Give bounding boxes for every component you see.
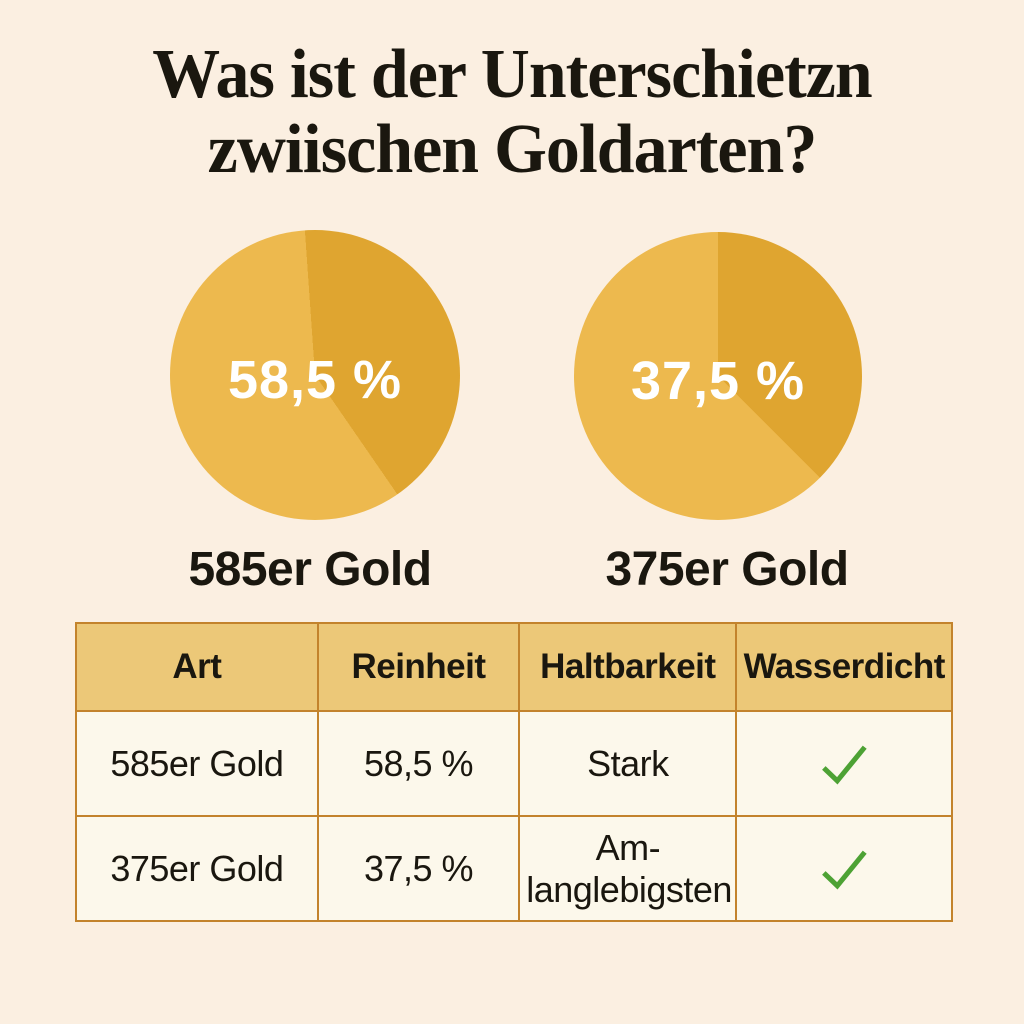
cell-haltbarkeit-585: Stark	[518, 710, 738, 817]
column-header-art: Art	[75, 622, 319, 712]
gold-comparison-table: Art Reinheit Haltbarkeit Wasserdicht 585…	[75, 622, 953, 922]
table-header-row: Art Reinheit Haltbarkeit Wasserdicht	[75, 622, 953, 712]
cell-art-585: 585er Gold	[75, 710, 319, 817]
pie-chart-585er-gold: 58,5 %	[170, 230, 460, 520]
cell-reinheit-375: 37,5 %	[316, 815, 521, 922]
cell-wasserdicht-585	[735, 710, 953, 817]
table-row-585er-gold: 585er Gold 58,5 % Stark	[75, 710, 953, 817]
cell-reinheit-585: 58,5 %	[316, 710, 521, 817]
table-row-375er-gold: 375er Gold 37,5 % Am- langlebigsten	[75, 815, 953, 922]
column-header-haltbarkeit: Haltbarkeit	[518, 622, 738, 712]
page-title: Was ist der Unterschietzn zwiischen Gold…	[0, 36, 1024, 188]
checkmark-icon	[822, 850, 867, 890]
column-header-reinheit: Reinheit	[316, 622, 521, 712]
column-header-wasserdicht: Wasserdicht	[735, 622, 953, 712]
page-title-line-1: Was ist der Unterschietzn	[152, 36, 872, 113]
cell-haltbarkeit-375: Am- langlebigsten	[518, 815, 738, 922]
checkmark-icon	[822, 745, 867, 785]
pie-375-percentage-label: 37,5 %	[630, 351, 806, 411]
pie-585-percentage-label: 58,5 %	[227, 350, 403, 410]
cell-art-375: 375er Gold	[75, 815, 319, 922]
pie-375-caption: 375er Gold	[605, 543, 849, 596]
pie-585-caption: 585er Gold	[188, 543, 432, 596]
cell-wasserdicht-375	[735, 815, 953, 922]
pie-chart-375er-gold: 37,5 %	[574, 232, 862, 520]
page-title-line-2: zwiischen Goldarten?	[207, 110, 818, 188]
